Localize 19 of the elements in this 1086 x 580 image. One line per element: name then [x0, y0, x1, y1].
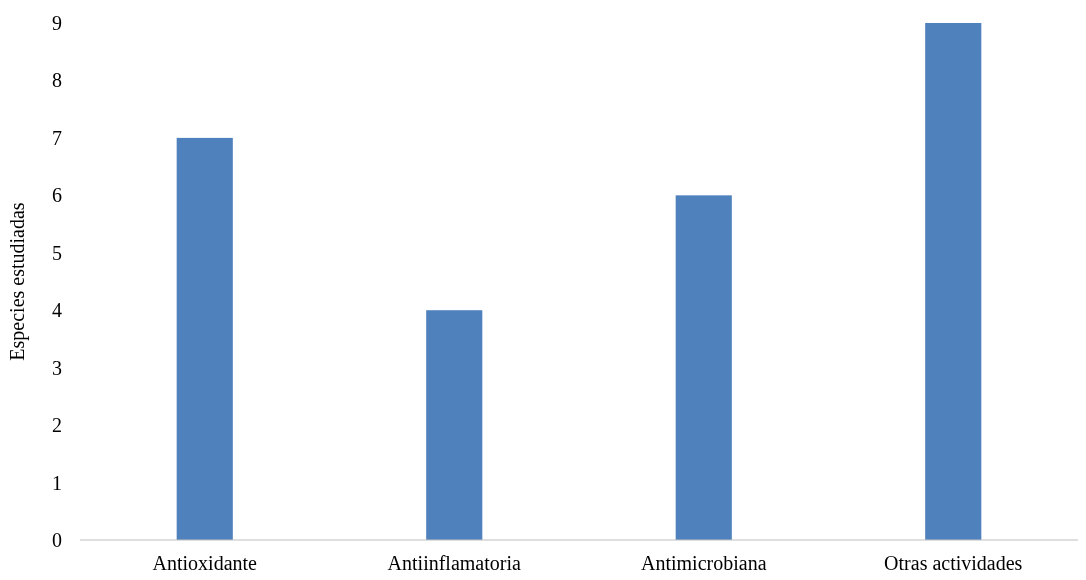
bar [675, 195, 732, 540]
y-tick-label: 4 [52, 299, 62, 322]
x-tick-label: Antiinflamatoria [387, 552, 522, 574]
y-tick-label: 0 [52, 529, 62, 551]
y-tick-label: 3 [52, 356, 62, 379]
y-tick-label: 5 [52, 241, 62, 264]
bar [925, 23, 982, 540]
x-tick-label: Otras actividades [884, 552, 1023, 574]
y-tick-label: 8 [52, 69, 62, 92]
y-tick-label: 1 [52, 471, 62, 494]
y-tick-label: 7 [52, 126, 62, 149]
y-tick-label: 2 [52, 414, 62, 437]
x-tick-label: Antimicrobiana [640, 552, 767, 574]
y-tick-label: 9 [52, 12, 62, 34]
y-tick-label: 6 [52, 184, 62, 207]
x-tick-label: Antioxidante [152, 552, 258, 574]
y-axis-title: Especies estudiadas [6, 202, 29, 361]
bar [176, 137, 233, 540]
bar [426, 310, 483, 540]
